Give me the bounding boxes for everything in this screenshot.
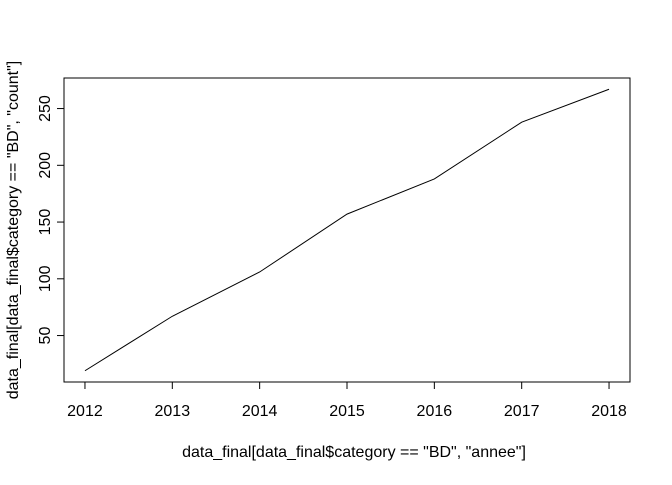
y-tick-label: 250	[37, 95, 54, 122]
x-tick-label: 2013	[155, 403, 191, 420]
x-tick-label: 2014	[242, 403, 278, 420]
x-tick-label: 2015	[329, 403, 365, 420]
x-axis-label: data_final[data_final$category == "BD", …	[182, 444, 526, 461]
plot-frame	[63, 77, 631, 383]
x-tick-label: 2016	[417, 403, 453, 420]
y-tick-label: 150	[37, 209, 54, 236]
series-line	[84, 88, 610, 372]
x-tick-label: 2017	[504, 403, 540, 420]
y-tick-label: 100	[37, 265, 54, 292]
y-tick-label: 200	[37, 152, 54, 179]
y-tick-label: 50	[37, 327, 54, 345]
y-axis: 50 100 150 200 250	[37, 95, 65, 345]
plot-area	[63, 77, 631, 383]
x-tick-label: 2018	[591, 403, 627, 420]
x-tick-label: 2012	[67, 403, 103, 420]
y-axis-label: data_final[data_final$category == "BD", …	[5, 61, 22, 400]
